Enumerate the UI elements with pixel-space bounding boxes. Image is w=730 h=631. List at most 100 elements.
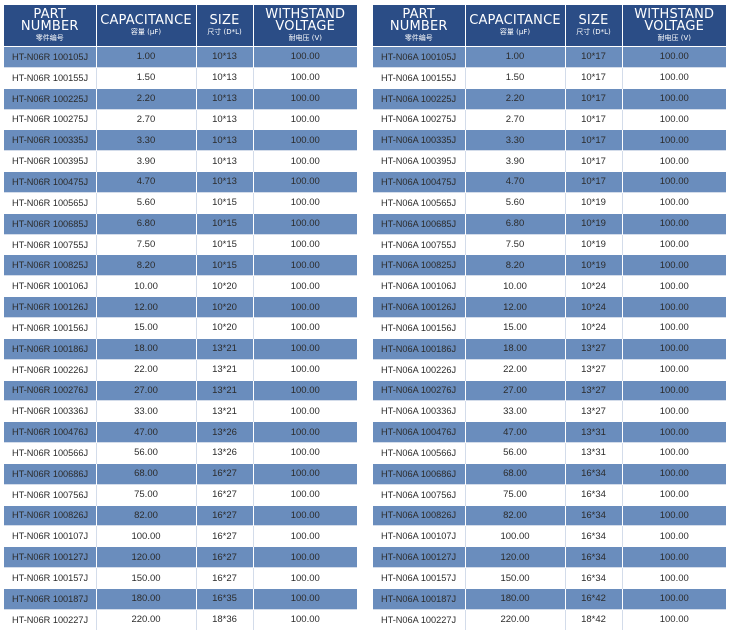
table-row: HT-N06A 100336J 33.00 13*27 100.00 bbox=[373, 400, 726, 422]
voltage-cell: 100.00 bbox=[253, 150, 357, 172]
voltage-cell: 100.00 bbox=[253, 567, 357, 589]
size-cell: 10*20 bbox=[196, 316, 254, 339]
voltage-cell: 100.00 bbox=[622, 462, 726, 485]
capacitance-cell: 100.00 bbox=[96, 525, 197, 547]
voltage-cell: 100.00 bbox=[253, 462, 357, 485]
table-row: HT-N06A 100476J 47.00 13*31 100.00 bbox=[373, 421, 726, 443]
capacitance-cell: 150.00 bbox=[465, 567, 566, 589]
table-row: HT-N06R 100565J 5.60 10*15 100.00 bbox=[4, 191, 357, 214]
voltage-cell: 100.00 bbox=[622, 400, 726, 422]
voltage-cell: 100.00 bbox=[253, 337, 357, 360]
size-cell: 13*27 bbox=[565, 379, 623, 401]
size-cell: 16*34 bbox=[565, 504, 623, 526]
voltage-cell: 100.00 bbox=[253, 233, 357, 255]
size-cell: 16*27 bbox=[196, 483, 254, 506]
withstand-voltage-header: WITHSTAND VOLTAGE 耐电压 (V) bbox=[253, 5, 357, 47]
part-number-cell: HT-N06A 100225J bbox=[373, 87, 466, 110]
voltage-cell: 100.00 bbox=[622, 275, 726, 297]
part-number-cell: HT-N06A 100565J bbox=[373, 191, 466, 214]
capacitance-cell: 4.70 bbox=[465, 171, 566, 193]
table-row: HT-N06R 100126J 12.00 10*20 100.00 bbox=[4, 296, 357, 318]
table-row: HT-N06A 100335J 3.30 10*17 100.00 bbox=[373, 129, 726, 151]
voltage-cell: 100.00 bbox=[622, 150, 726, 172]
size-cell: 16*27 bbox=[196, 546, 254, 568]
part-number-cell: HT-N06R 100335J bbox=[4, 129, 97, 151]
capacitance-cell: 2.70 bbox=[96, 108, 197, 130]
part-number-cell: HT-N06A 100156J bbox=[373, 316, 466, 339]
part-number-cell: HT-N06A 100106J bbox=[373, 275, 466, 297]
part-number-cell: HT-N06R 100275J bbox=[4, 108, 97, 130]
table-row: HT-N06A 100227J 220.00 18*42 100.00 bbox=[373, 608, 726, 630]
capacitance-cell: 10.00 bbox=[96, 275, 197, 297]
capacitance-cell: 2.20 bbox=[96, 87, 197, 110]
size-cell: 10*13 bbox=[196, 66, 254, 89]
voltage-cell: 100.00 bbox=[253, 46, 357, 68]
size-cell: 10*24 bbox=[565, 316, 623, 339]
part-number-cell: HT-N06A 100275J bbox=[373, 108, 466, 130]
size-cell: 10*17 bbox=[565, 108, 623, 130]
size-cell: 13*21 bbox=[196, 379, 254, 401]
part-number-cell: HT-N06A 100126J bbox=[373, 296, 466, 318]
capacitance-cell: 1.50 bbox=[465, 66, 566, 89]
voltage-cell: 100.00 bbox=[253, 608, 357, 630]
voltage-cell: 100.00 bbox=[253, 504, 357, 526]
voltage-cell: 100.00 bbox=[622, 442, 726, 464]
voltage-cell: 100.00 bbox=[253, 275, 357, 297]
table-row: HT-N06A 100127J 120.00 16*34 100.00 bbox=[373, 546, 726, 568]
voltage-cell: 100.00 bbox=[622, 358, 726, 380]
size-cell: 10*13 bbox=[196, 46, 254, 68]
voltage-cell: 100.00 bbox=[622, 525, 726, 547]
size-cell: 10*17 bbox=[565, 129, 623, 151]
size-cell: 10*13 bbox=[196, 87, 254, 110]
capacitance-cell: 47.00 bbox=[465, 421, 566, 443]
part-number-cell: HT-N06R 100685J bbox=[4, 212, 97, 235]
table-row: HT-N06R 100226J 22.00 13*21 100.00 bbox=[4, 358, 357, 380]
size-cell: 16*34 bbox=[565, 567, 623, 589]
size-cell: 10*20 bbox=[196, 296, 254, 318]
size-cell: 13*21 bbox=[196, 337, 254, 360]
capacitance-cell: 18.00 bbox=[465, 337, 566, 360]
capacitance-cell: 5.60 bbox=[96, 191, 197, 214]
size-cell: 10*13 bbox=[196, 171, 254, 193]
part-number-cell: HT-N06R 100227J bbox=[4, 608, 97, 630]
table-row: HT-N06R 100156J 15.00 10*20 100.00 bbox=[4, 316, 357, 339]
voltage-cell: 100.00 bbox=[253, 171, 357, 193]
capacitance-cell: 82.00 bbox=[96, 504, 197, 526]
size-cell: 13*31 bbox=[565, 421, 623, 443]
table-row: HT-N06A 100276J 27.00 13*27 100.00 bbox=[373, 379, 726, 401]
table-row: HT-N06R 100755J 7.50 10*15 100.00 bbox=[4, 233, 357, 255]
table-row: HT-N06R 100686J 68.00 16*27 100.00 bbox=[4, 462, 357, 485]
voltage-cell: 100.00 bbox=[622, 379, 726, 401]
table-row: HT-N06A 100756J 75.00 16*34 100.00 bbox=[373, 483, 726, 506]
capacitance-cell: 4.70 bbox=[96, 171, 197, 193]
table-row: HT-N06R 100127J 120.00 16*27 100.00 bbox=[4, 546, 357, 568]
withstand-voltage-header: WITHSTAND VOLTAGE 耐电压 (V) bbox=[622, 5, 726, 47]
voltage-cell: 100.00 bbox=[622, 546, 726, 568]
voltage-cell: 100.00 bbox=[253, 129, 357, 151]
capacitance-cell: 150.00 bbox=[96, 567, 197, 589]
part-number-cell: HT-N06A 100476J bbox=[373, 421, 466, 443]
size-cell: 10*15 bbox=[196, 212, 254, 235]
capacitance-cell: 7.50 bbox=[96, 233, 197, 255]
table-row: HT-N06A 100826J 82.00 16*34 100.00 bbox=[373, 504, 726, 526]
size-cell: 10*17 bbox=[565, 87, 623, 110]
capacitance-cell: 3.30 bbox=[96, 129, 197, 151]
part-number-cell: HT-N06A 100336J bbox=[373, 400, 466, 422]
voltage-cell: 100.00 bbox=[253, 379, 357, 401]
part-number-cell: HT-N06R 100187J bbox=[4, 587, 97, 610]
voltage-cell: 100.00 bbox=[622, 171, 726, 193]
table-row: HT-N06R 100475J 4.70 10*13 100.00 bbox=[4, 171, 357, 193]
capacitance-cell: 82.00 bbox=[465, 504, 566, 526]
capacitance-header: CAPACITANCE 容量 (μF) bbox=[96, 5, 197, 47]
voltage-cell: 100.00 bbox=[622, 191, 726, 214]
size-cell: 10*19 bbox=[565, 254, 623, 276]
table-row: HT-N06R 100336J 33.00 13*21 100.00 bbox=[4, 400, 357, 422]
part-number-cell: HT-N06R 100126J bbox=[4, 296, 97, 318]
part-number-cell: HT-N06R 100186J bbox=[4, 337, 97, 360]
voltage-cell: 100.00 bbox=[253, 191, 357, 214]
capacitance-cell: 3.30 bbox=[465, 129, 566, 151]
voltage-cell: 100.00 bbox=[253, 66, 357, 89]
part-number-cell: HT-N06A 100566J bbox=[373, 442, 466, 464]
size-cell: 10*19 bbox=[565, 233, 623, 255]
table-row: HT-N06R 100276J 27.00 13*21 100.00 bbox=[4, 379, 357, 401]
